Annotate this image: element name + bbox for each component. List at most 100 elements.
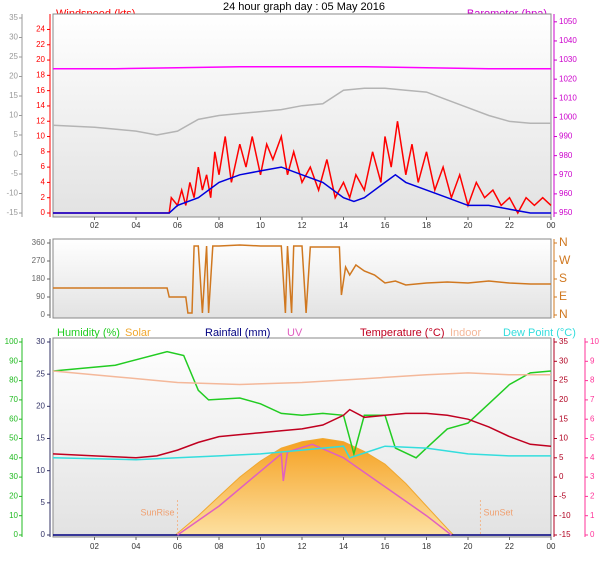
y-tick-label: 20 [9, 492, 18, 501]
x-tick-label: 12 [298, 221, 307, 230]
legend-entry: Temperature (°C) [360, 327, 444, 339]
x-tick-label: 14 [339, 221, 348, 230]
x-tick-label: 18 [422, 221, 431, 230]
y-tick-label: N [559, 307, 568, 321]
legend-entry: UV [287, 327, 303, 339]
series-line [53, 166, 551, 214]
y-tick-label: 80 [9, 376, 18, 385]
y-tick-label: 5 [14, 130, 19, 139]
y-tick-label: 960 [559, 189, 573, 198]
y-tick-label: -15 [6, 208, 18, 217]
y-tick-label: 15 [559, 414, 568, 423]
y-tick-label: 12 [36, 116, 45, 125]
y-tick-label: 24 [36, 25, 45, 34]
y-tick-label: S [559, 271, 567, 285]
y-tick-label: 10 [590, 337, 599, 346]
y-tick-label: 990 [559, 132, 573, 141]
y-tick-label: 90 [9, 356, 18, 365]
y-tick-label: 0 [14, 150, 19, 159]
x-tick-label: 08 [215, 221, 224, 230]
y-tick-label: 0 [14, 530, 19, 539]
y-tick-label: 50 [9, 434, 18, 443]
y-tick-label: 970 [559, 170, 573, 179]
y-tick-label: 950 [559, 208, 573, 217]
x-tick-label: 02 [90, 542, 99, 551]
series-line [53, 66, 551, 70]
legend-entry: Humidity (%) [57, 327, 120, 339]
x-tick-label: 16 [381, 221, 390, 230]
x-tick-label: 10 [256, 542, 265, 551]
y-tick-label: 20 [9, 72, 18, 81]
plot-area [52, 13, 552, 218]
y-tick-label: 10 [36, 132, 45, 141]
y-tick-label: 40 [9, 453, 18, 462]
y-tick-label: 5 [41, 498, 46, 507]
y-tick-label: 4 [590, 453, 595, 462]
y-tick-label: 9 [590, 356, 595, 365]
series-line [52, 87, 551, 136]
y-tick-label: 1030 [559, 55, 577, 64]
x-tick-label: 22 [505, 221, 514, 230]
y-tick-label: 270 [32, 256, 46, 265]
y-tick-label: 22 [36, 40, 45, 49]
series-line [53, 244, 551, 314]
y-tick-label: 10 [36, 466, 45, 475]
x-tick-label: 06 [173, 221, 182, 230]
y-tick-label: 20 [559, 395, 568, 404]
series-line [52, 408, 552, 459]
y-tick-label: 1 [590, 511, 595, 520]
y-tick-label: 14 [36, 101, 45, 110]
series-line [52, 445, 551, 461]
x-tick-label: 08 [215, 542, 224, 551]
y-tick-label: 5 [559, 453, 564, 462]
y-tick-label: 1020 [559, 74, 577, 83]
y-tick-label: 15 [36, 434, 45, 443]
y-tick-label: -5 [559, 492, 567, 501]
y-tick-label: 35 [9, 13, 18, 22]
y-tick-label: 2 [590, 492, 595, 501]
y-tick-label: 1050 [559, 17, 577, 26]
chart-title: 24 hour graph day : 05 May 2016 [223, 1, 385, 13]
y-tick-label: 10 [9, 511, 18, 520]
y-tick-label: 30 [559, 356, 568, 365]
x-tick-label: 00 [547, 542, 556, 551]
y-tick-label: 10 [9, 111, 18, 120]
y-tick-label: 3 [590, 472, 595, 481]
x-tick-label: 04 [132, 542, 141, 551]
y-tick-label: E [559, 289, 567, 303]
legend-entry: Rainfall (mm) [205, 327, 270, 339]
y-tick-label: N [559, 235, 568, 249]
y-tick-label: 30 [9, 472, 18, 481]
y-tick-label: 0 [590, 530, 595, 539]
y-tick-label: 1040 [559, 36, 577, 45]
y-tick-label: 20 [36, 55, 45, 64]
y-tick-label: 8 [590, 376, 595, 385]
y-tick-label: 70 [9, 395, 18, 404]
y-tick-label: 1010 [559, 93, 577, 102]
x-tick-label: 20 [464, 542, 473, 551]
y-tick-label: -10 [6, 189, 18, 198]
y-tick-label: 90 [36, 292, 45, 301]
y-tick-label: 0 [41, 530, 46, 539]
y-tick-label: 25 [559, 376, 568, 385]
x-tick-label: 02 [90, 221, 99, 230]
y-tick-label: 15 [9, 91, 18, 100]
y-tick-label: 7 [590, 395, 595, 404]
y-tick-label: 60 [9, 414, 18, 423]
y-tick-label: 0 [41, 310, 46, 319]
y-tick-label: 18 [36, 70, 45, 79]
x-tick-label: 20 [464, 221, 473, 230]
y-tick-label: 1000 [559, 113, 577, 122]
y-tick-label: 980 [559, 151, 573, 160]
legend-entry: Dew Point (°C) [503, 327, 576, 339]
y-tick-label: 30 [36, 337, 45, 346]
y-tick-label: 25 [9, 52, 18, 61]
x-tick-label: 06 [173, 542, 182, 551]
x-tick-label: 00 [547, 221, 556, 230]
y-tick-label: W [559, 253, 571, 267]
y-tick-label: 30 [9, 33, 18, 42]
y-tick-label: 20 [36, 401, 45, 410]
y-tick-label: 6 [41, 162, 46, 171]
y-tick-label: 25 [36, 369, 45, 378]
